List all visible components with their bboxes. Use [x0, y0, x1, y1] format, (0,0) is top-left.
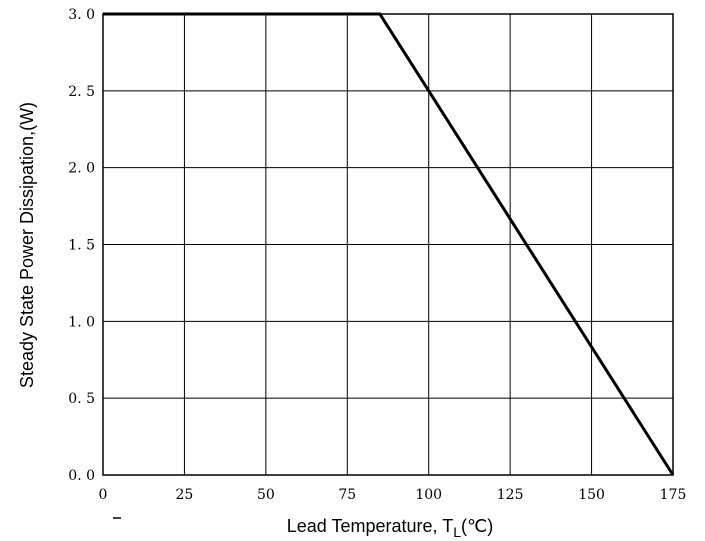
y-tick-label: 3. 0 [68, 7, 95, 23]
x-tick-label: 0 [99, 487, 108, 503]
x-axis-label: Lead Temperature, TL(℃) [287, 516, 493, 540]
x-tick-labels: 0 25 50 75 100 125 150 175 [99, 487, 687, 503]
y-tick-label: 1. 0 [68, 314, 95, 330]
plot-frame [102, 13, 674, 476]
x-tick-label: 75 [338, 487, 356, 503]
y-axis-label: Steady State Power Dissipation,(W) [17, 102, 37, 388]
y-tick-label: 2. 0 [68, 161, 95, 177]
power-derating-line [103, 12, 675, 476]
x-tick-label: 25 [176, 487, 194, 503]
x-tick-label: 175 [660, 487, 687, 503]
x-tick-label: 150 [578, 487, 605, 503]
x-tick-label: 100 [415, 487, 442, 503]
y-tick-label: 1. 5 [68, 238, 95, 254]
x-tick-label: 50 [257, 487, 275, 503]
y-tick-label: 0. 0 [68, 468, 95, 484]
grid [102, 13, 674, 476]
x-tick-label: 125 [497, 487, 524, 503]
y-tick-labels: 0. 0 0. 5 1. 0 1. 5 2. 0 2. 5 3. 0 [68, 7, 95, 484]
y-tick-label: 0. 5 [68, 391, 95, 407]
y-tick-label: 2. 5 [68, 84, 95, 100]
